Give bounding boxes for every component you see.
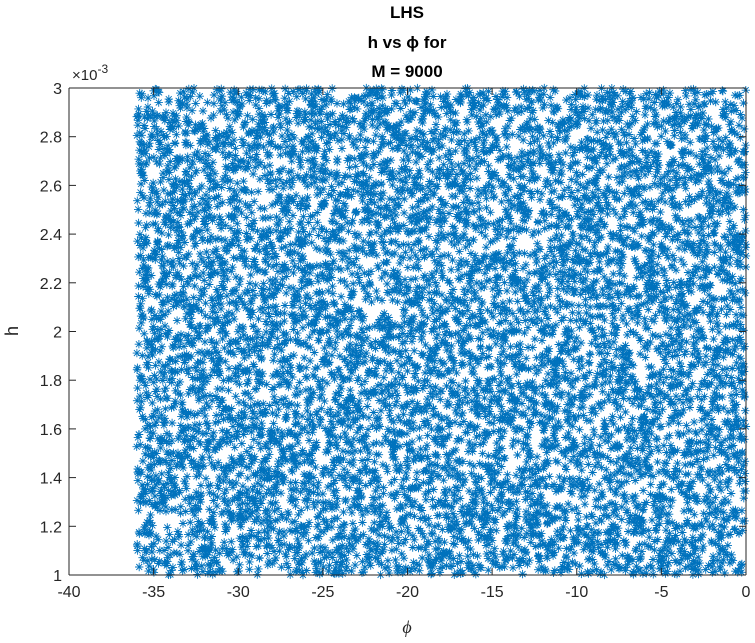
data-points [132, 83, 751, 580]
y-exponent-power: -3 [97, 62, 108, 76]
x-tick-label: -10 [565, 584, 588, 601]
y-tick-label: 1 [53, 568, 62, 585]
y-tick-label: 2 [53, 325, 62, 342]
chart-title-line-3: M = 9000 [371, 62, 442, 81]
x-tick-label: -40 [57, 584, 80, 601]
x-tick-label: -30 [227, 584, 250, 601]
x-tick-label: -20 [396, 584, 419, 601]
x-axis-label: ϕ [402, 617, 411, 637]
chart-title-line-2-text: h vs ϕ for [368, 33, 447, 52]
chart-title-line-2: h vs ϕ for [368, 33, 447, 52]
y-tick-label: 2.6 [40, 178, 62, 195]
x-tick-label: -35 [142, 584, 165, 601]
scatter-markers [132, 83, 751, 580]
chart-title-line-1: LHS [390, 3, 424, 22]
y-tick-label: 2.2 [40, 276, 62, 293]
y-exponent-label: ×10-3 [72, 62, 108, 84]
x-tick-label: -5 [654, 584, 668, 601]
x-tick-label: 0 [742, 584, 751, 601]
y-tick-label: 2.4 [40, 227, 62, 244]
y-tick-label: 1.4 [40, 471, 62, 488]
y-tick-label: 2.8 [40, 130, 62, 147]
x-tick-label: -25 [311, 584, 334, 601]
y-tick-label: 1.6 [40, 422, 62, 439]
x-tick-label: -15 [481, 584, 504, 601]
y-tick-label: 3 [53, 81, 62, 98]
x-ticks: -40 -35 -30 -25 -20 -15 -10 -5 0 [57, 88, 751, 601]
y-axis-label: h [2, 326, 22, 336]
y-ticks: 1 1.2 1.4 1.6 1.8 2 2.2 2.4 2.6 2.8 3 [40, 81, 746, 585]
y-tick-label: 1.8 [40, 373, 62, 390]
y-tick-label: 1.2 [40, 519, 62, 536]
y-exponent-base: ×10 [72, 67, 97, 84]
